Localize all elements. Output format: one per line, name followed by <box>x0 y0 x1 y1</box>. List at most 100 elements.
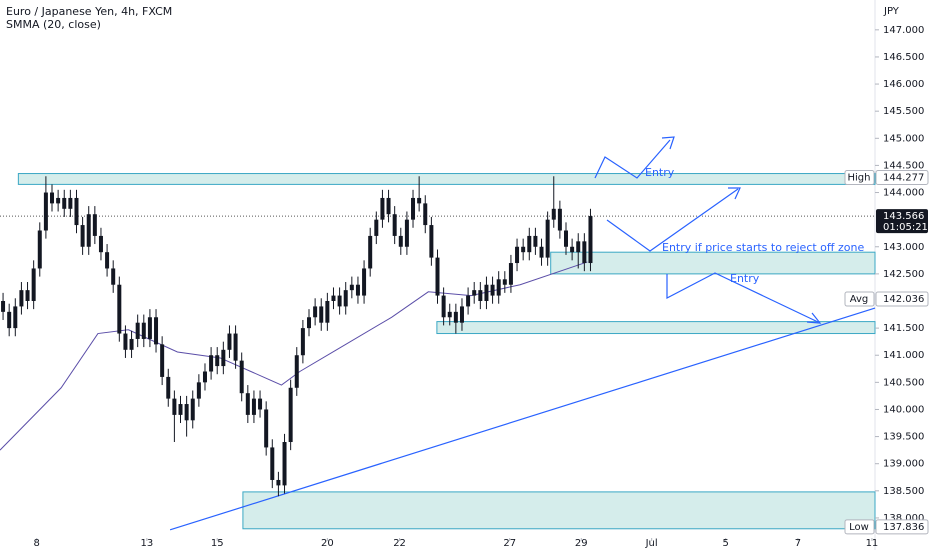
y-tick-label: 145.000 <box>883 133 924 144</box>
candle-body <box>411 197 416 220</box>
annotation: Entry <box>730 272 760 285</box>
candle-body <box>92 214 97 236</box>
x-tick-label: 22 <box>393 538 406 549</box>
candle-body <box>25 290 30 301</box>
currency-label: JPY <box>883 6 900 17</box>
x-tick-label: 20 <box>321 538 334 549</box>
low-value: 137.836 <box>883 522 924 533</box>
candle-body <box>135 322 140 339</box>
candle-body <box>202 371 207 383</box>
candle-body <box>190 398 195 421</box>
x-tick-label: 13 <box>140 538 153 549</box>
zone <box>242 491 876 530</box>
candle-body <box>355 284 360 296</box>
y-tick-label: 140.500 <box>883 377 924 388</box>
candle-body <box>582 241 587 264</box>
indicator-label: SMMA (20, close) <box>6 18 101 31</box>
last-price: 143.566 <box>883 211 924 222</box>
avg-value-bg <box>875 291 929 307</box>
y-tick-label: 145.500 <box>883 106 924 117</box>
candle-body <box>459 306 464 323</box>
candle-body <box>362 268 367 296</box>
candle-body <box>245 393 250 415</box>
x-tick-label: 5 <box>723 538 729 549</box>
candle-body <box>307 317 312 329</box>
candle-body <box>221 349 226 367</box>
candle-body <box>239 360 244 394</box>
candle-body <box>441 295 446 318</box>
candle-body <box>374 219 379 236</box>
candle-body <box>276 479 281 486</box>
candle-body <box>521 246 526 253</box>
y-tick-label: 138.000 <box>883 513 924 524</box>
last-price-bg <box>876 209 928 234</box>
candle-body <box>563 230 568 247</box>
candle-body <box>435 257 440 296</box>
candle-body <box>68 197 73 209</box>
arrow <box>666 272 819 323</box>
candle-body <box>545 219 550 258</box>
candle-body <box>508 263 513 285</box>
candle-body <box>80 225 85 247</box>
candle-body <box>209 355 214 372</box>
candle-body <box>251 398 256 415</box>
candle-body <box>129 338 134 350</box>
y-tick-label: 141.500 <box>883 323 924 334</box>
candle-body <box>172 398 177 415</box>
low-tag-bg <box>844 519 875 535</box>
y-tick-label: 140.000 <box>883 404 924 415</box>
annotation: Entry if price starts to reject off zone <box>662 241 864 254</box>
candle-body <box>233 333 238 361</box>
candle-body <box>404 219 409 247</box>
y-tick-label: 143.000 <box>883 242 924 253</box>
arrow <box>594 139 671 179</box>
candle-body <box>368 235 373 269</box>
candle-body <box>313 306 318 318</box>
y-tick-label: 146.000 <box>883 79 924 90</box>
candle-body <box>123 333 128 350</box>
candle-body <box>7 311 12 329</box>
x-tick-label: 15 <box>211 538 224 549</box>
x-tick-label: 11 <box>866 538 879 549</box>
candle-body <box>215 355 220 367</box>
y-tick-label: 142.500 <box>883 269 924 280</box>
candle-body <box>417 197 422 204</box>
candle-body <box>270 447 275 480</box>
high-value: 144.277 <box>883 173 924 184</box>
avg-tag-bg <box>844 291 875 307</box>
candle-body <box>227 333 232 350</box>
x-tick-label: 7 <box>795 538 801 549</box>
candle-body <box>325 300 330 323</box>
candle-body <box>380 197 385 220</box>
candle-body <box>472 290 477 296</box>
candle-body <box>453 311 458 323</box>
candle-body <box>551 208 556 220</box>
candle-body <box>300 328 305 356</box>
candle-body <box>337 295 342 307</box>
y-tick-label: 139.500 <box>883 432 924 443</box>
x-tick-label: 27 <box>503 538 516 549</box>
smma-line <box>0 261 588 451</box>
candle-body <box>392 214 397 236</box>
high-tag-bg <box>844 170 875 186</box>
candle-body <box>557 208 562 231</box>
candle-body <box>86 214 91 247</box>
candle-body <box>349 284 354 291</box>
avg-value: 142.036 <box>883 294 924 305</box>
candle-body <box>447 311 452 318</box>
candle-body <box>184 404 189 421</box>
candle-body <box>141 322 146 339</box>
x-tick-label: 8 <box>34 538 40 549</box>
chart-title: Euro / Japanese Yen, 4h, FXCM <box>6 5 172 18</box>
candle-body <box>264 409 269 448</box>
low-value-bg <box>875 519 929 535</box>
annotation: Entry <box>645 166 675 179</box>
candle-body <box>294 355 299 388</box>
candle-body <box>154 317 159 345</box>
arrow-head <box>728 187 741 200</box>
candle-body <box>117 284 122 334</box>
candle-body <box>178 404 183 415</box>
candle-body <box>288 387 293 443</box>
zone <box>436 321 876 335</box>
candle-body <box>490 284 495 296</box>
